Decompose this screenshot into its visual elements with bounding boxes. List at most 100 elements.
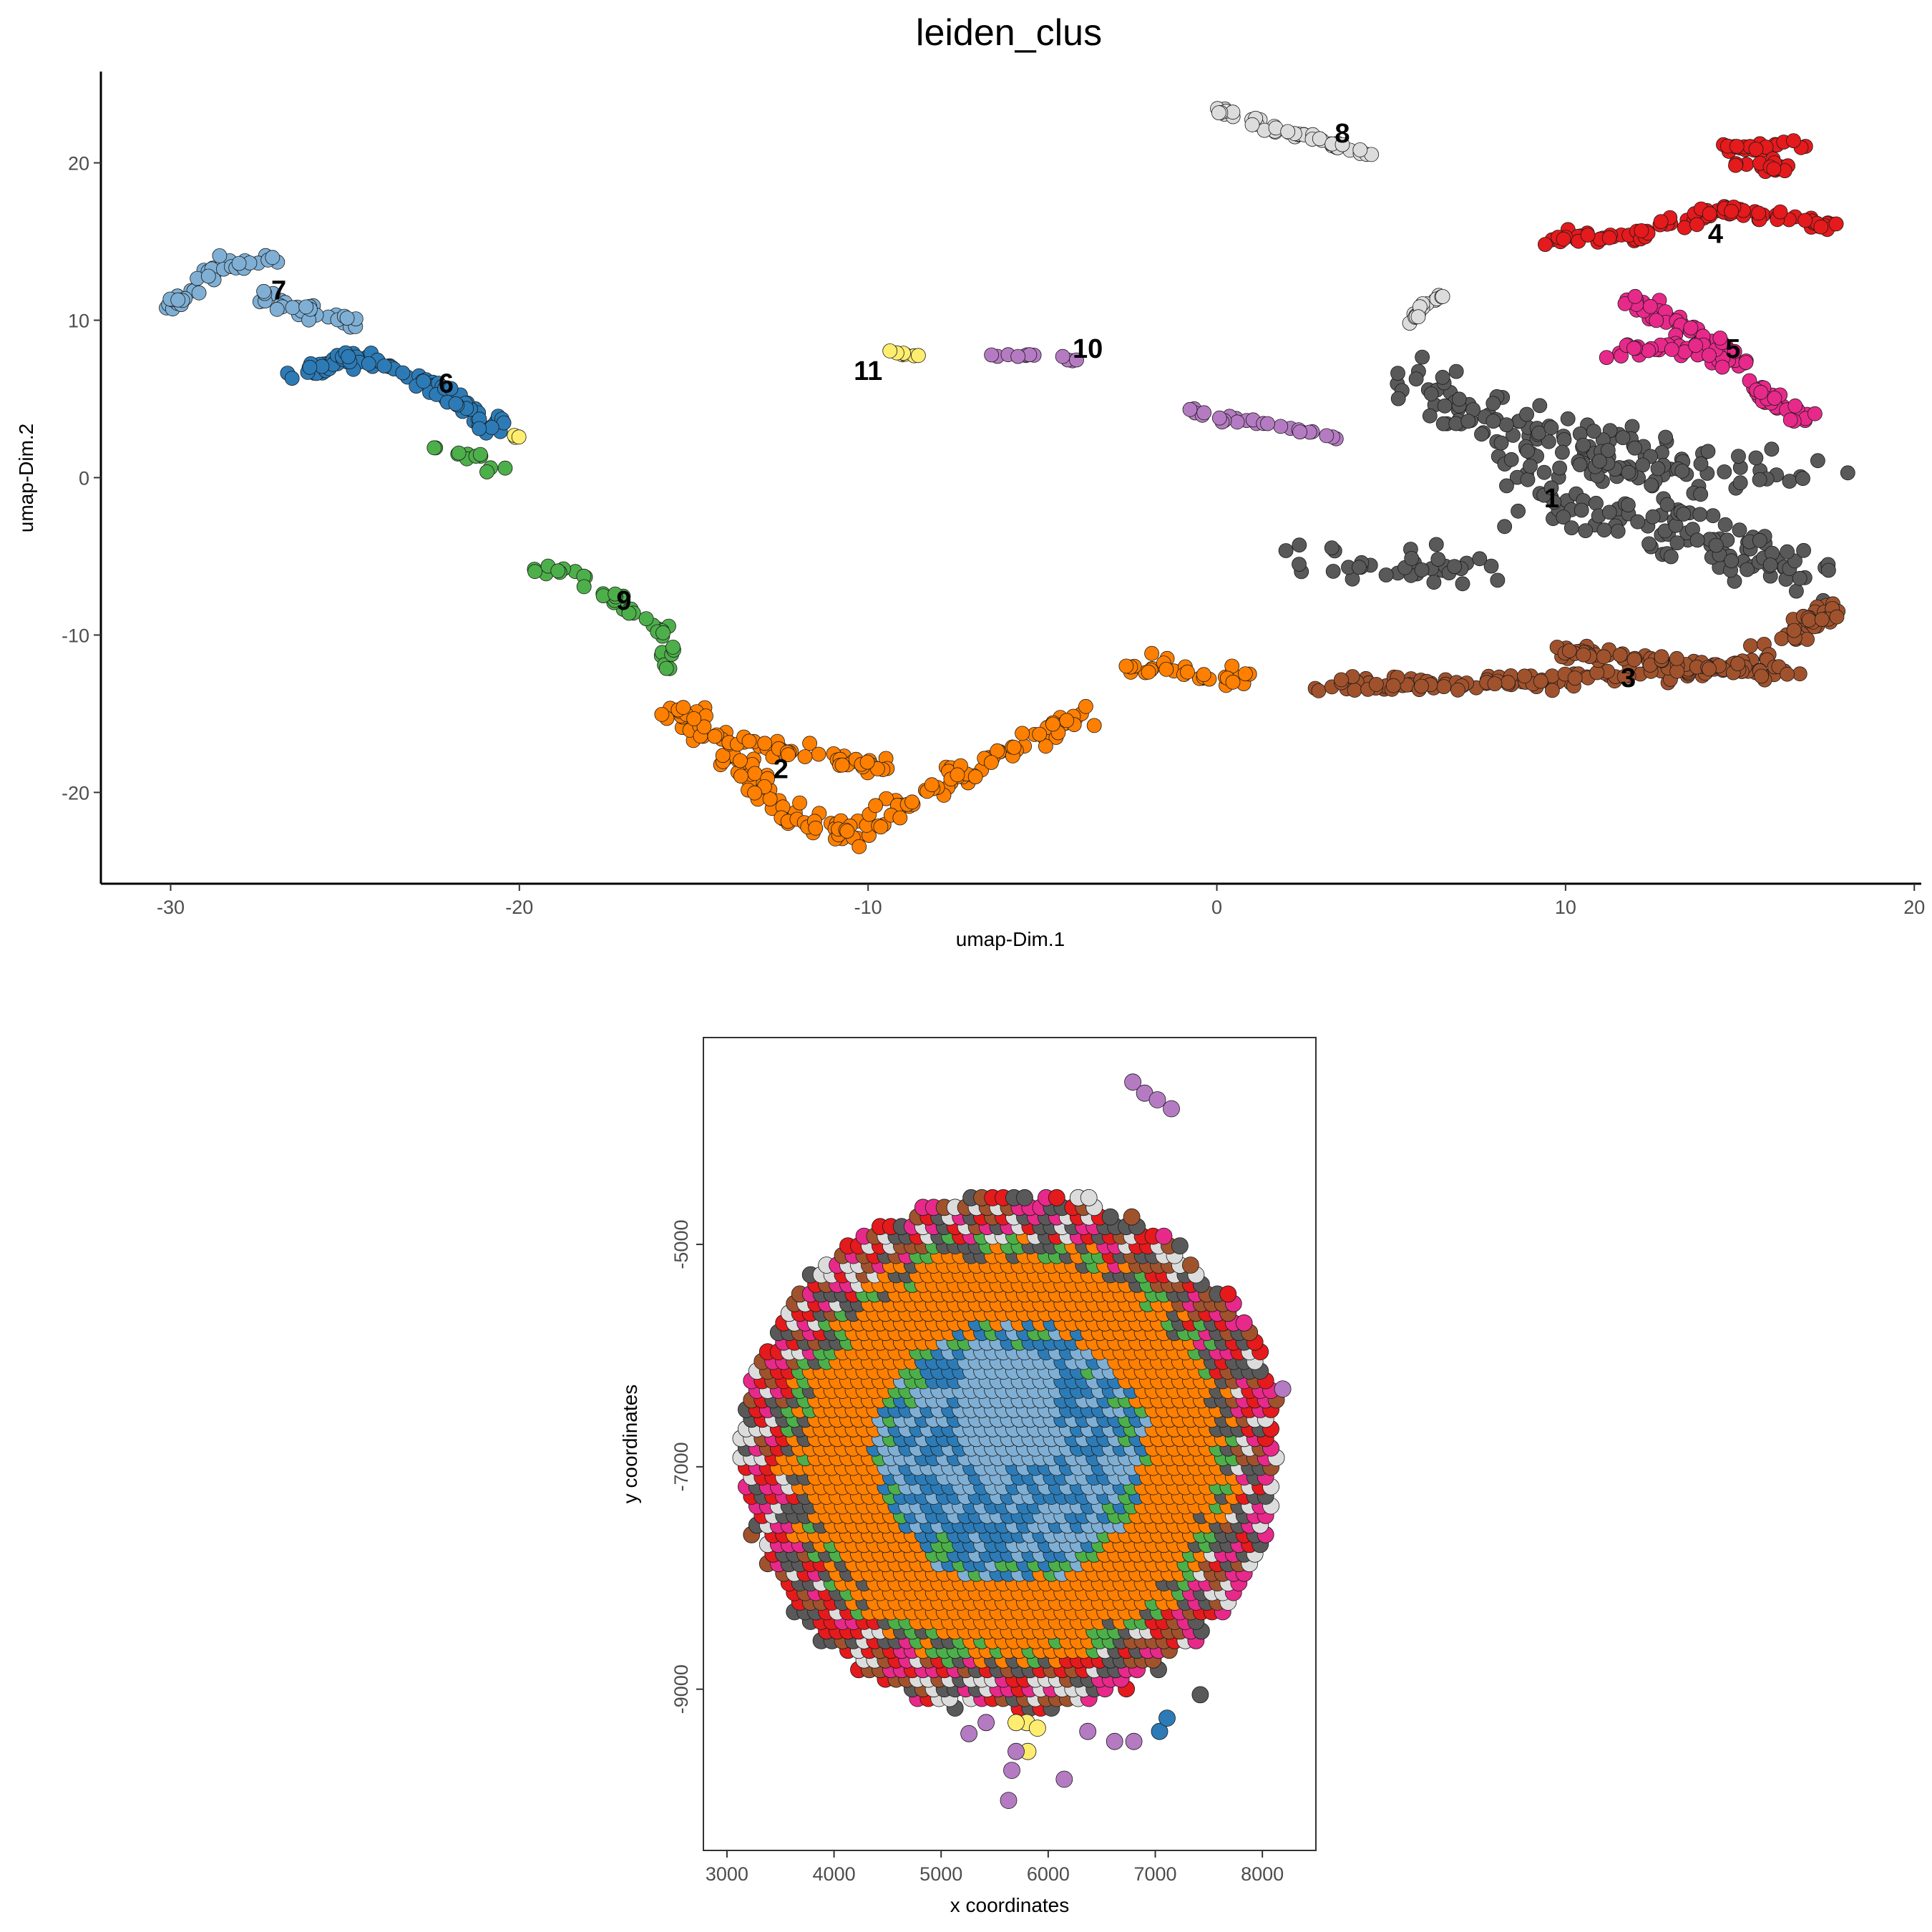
umap-point-cluster-6: [361, 356, 376, 371]
umap-point-cluster-3: [1774, 631, 1790, 646]
spatial-x-tick-label: 8000: [1241, 1863, 1284, 1885]
umap-point-cluster-9: [451, 445, 467, 461]
umap-point-cluster-9: [608, 586, 623, 602]
umap-point-cluster-3: [1730, 656, 1746, 671]
umap-point-cluster-1: [1493, 435, 1509, 451]
umap-y-tick-label: -10: [62, 625, 89, 646]
umap-panel: 1 2 3 4 5 6 7 8 9 10 11 -30 -20 -10 0 10 20 -20 -10 0 10 20…: [15, 72, 1925, 950]
umap-point-cluster-1: [1782, 474, 1797, 489]
umap-point-cluster-7: [212, 248, 228, 263]
umap-point-cluster-1: [1574, 502, 1589, 518]
umap-point-cluster-2: [873, 819, 889, 834]
umap-point-cluster-5: [1767, 391, 1782, 406]
umap-point-cluster-4: [1537, 237, 1553, 253]
umap-x-ticks: -30 -20 -10 0 10 20: [157, 884, 1925, 918]
umap-point-cluster-2: [733, 753, 748, 769]
umap-point-cluster-1: [1278, 543, 1294, 558]
umap-point-cluster-2: [781, 747, 796, 763]
umap-point-cluster-5: [1753, 384, 1769, 400]
umap-point-cluster-1: [1572, 457, 1588, 472]
umap-x-tick-label: -20: [505, 897, 533, 918]
umap-point-cluster-1: [1693, 456, 1709, 472]
umap-point-cluster-2: [1006, 740, 1022, 755]
cluster-label-9: 9: [616, 586, 631, 616]
spatial-y-tick-label: -7000: [670, 1442, 692, 1491]
umap-point-cluster-3: [1801, 613, 1817, 628]
umap-point-cluster-2: [1059, 713, 1075, 728]
umap-point-cluster-1: [1511, 503, 1526, 519]
umap-points: [159, 101, 1855, 854]
umap-point-cluster-1: [1447, 559, 1463, 574]
spatial-y-ticks: -5000 -7000 -9000: [670, 1220, 703, 1714]
umap-point-cluster-2: [1032, 726, 1048, 742]
umap-point-cluster-2: [675, 700, 691, 716]
umap-point-cluster-2: [797, 749, 813, 764]
umap-point-cluster-2: [1045, 716, 1060, 732]
umap-point-cluster-1: [1596, 522, 1612, 538]
umap-point-cluster-3: [1334, 672, 1349, 688]
umap-point-cluster-1: [1437, 398, 1453, 414]
umap-point-cluster-6: [448, 396, 464, 411]
spatial-y-tick-label: -5000: [670, 1220, 692, 1269]
umap-point-cluster-5: [1641, 343, 1657, 358]
spatial-panel: 3000 4000 5000 6000 7000 8000 -5000 -7000 -9000…: [619, 1037, 1317, 1916]
umap-point-cluster-5: [1617, 296, 1633, 311]
umap-point-cluster-2: [1158, 662, 1174, 677]
umap-point-cluster-1: [1325, 564, 1341, 579]
cluster-label-1: 1: [1544, 484, 1559, 514]
umap-point-cluster-9: [665, 640, 680, 655]
umap-point-cluster-9: [472, 447, 488, 462]
umap-point-cluster-3: [1347, 683, 1362, 698]
umap-point-cluster-3: [1792, 666, 1807, 682]
spatial-points: [732, 1073, 1292, 1810]
umap-point-cluster-1: [1352, 560, 1367, 575]
umap-point-cluster-1: [1663, 549, 1679, 565]
umap-point-cluster-7: [265, 250, 280, 265]
umap-point-cluster-1: [1455, 576, 1470, 592]
umap-point-cluster-2: [950, 767, 965, 783]
umap-point-cluster-5: [1787, 398, 1803, 414]
umap-point-cluster-1: [1423, 386, 1439, 401]
umap-point-cluster-3: [1544, 683, 1560, 698]
umap-point-cluster-7: [339, 311, 355, 326]
umap-point-cluster-1: [1520, 472, 1536, 487]
umap-point-cluster-2: [747, 785, 762, 801]
umap-point-cluster-4: [1748, 141, 1764, 157]
umap-point-cluster-4: [1772, 204, 1788, 220]
umap-point-cluster-2: [967, 769, 983, 784]
spatial-y-axis-title: y coordinates: [619, 1385, 641, 1504]
cluster-label-4: 4: [1708, 220, 1723, 250]
umap-point-cluster-3: [1829, 609, 1845, 625]
umap-y-axis-title: umap-Dim.2: [15, 424, 37, 532]
umap-point-cluster-2: [834, 757, 850, 773]
umap-point-cluster-3: [1385, 678, 1401, 693]
umap-point-cluster-1: [1717, 464, 1732, 479]
umap-point-cluster-6: [284, 371, 300, 386]
umap-point-cluster-1: [1724, 553, 1740, 569]
umap-point-cluster-3: [1669, 663, 1685, 679]
spatial-x-tick-label: 4000: [813, 1863, 856, 1885]
umap-point-cluster-4: [1786, 133, 1801, 149]
umap-point-cluster-10: [984, 347, 999, 363]
spatial-spot-cluster-1: [1016, 1189, 1033, 1206]
umap-point-cluster-3: [1654, 649, 1669, 665]
umap-x-tick-label: 20: [1903, 897, 1925, 918]
umap-point-cluster-5: [1738, 355, 1754, 371]
spatial-spot-cluster-1: [1101, 1208, 1119, 1226]
umap-point-cluster-1: [1390, 366, 1405, 381]
umap-point-cluster-5: [1599, 350, 1614, 366]
umap-point-cluster-1: [1601, 504, 1617, 520]
spatial-spot-cluster-10: [1125, 1732, 1143, 1750]
umap-point-cluster-4: [1653, 214, 1669, 230]
umap-point-cluster-1: [1795, 471, 1810, 487]
umap-point-cluster-1: [1644, 477, 1659, 493]
umap-point-cluster-1: [1523, 459, 1538, 474]
umap-point-cluster-1: [1635, 457, 1651, 473]
umap-point-cluster-4: [1813, 219, 1829, 235]
umap-point-cluster-9: [527, 564, 542, 580]
umap-point-cluster-1: [1435, 369, 1450, 385]
umap-point-cluster-1: [1324, 540, 1340, 555]
umap-point-cluster-3: [1533, 673, 1548, 689]
umap-point-cluster-2: [733, 769, 748, 784]
umap-point-cluster-2: [1118, 658, 1134, 674]
